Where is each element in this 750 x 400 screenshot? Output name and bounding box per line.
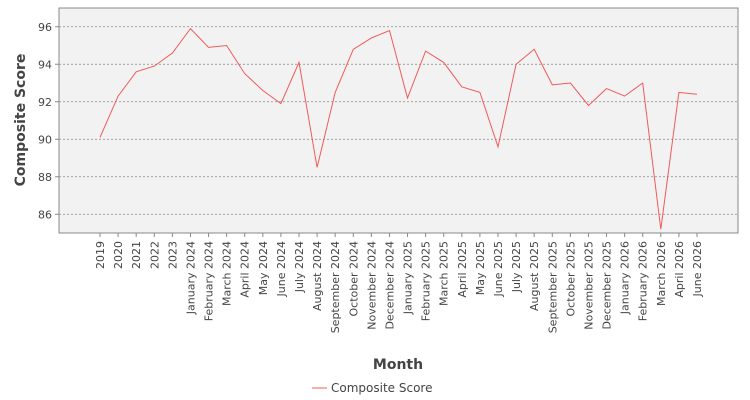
data-point	[135, 70, 138, 73]
data-point	[497, 145, 500, 148]
data-point	[171, 52, 174, 55]
x-tick-label: March 2024	[221, 241, 234, 306]
data-point	[153, 65, 156, 68]
data-point	[442, 61, 445, 64]
data-point	[117, 95, 120, 98]
x-tick-label: February 2026	[637, 241, 650, 321]
data-point	[659, 228, 662, 231]
x-tick-label: July 2025	[510, 241, 523, 293]
x-tick-label: 2019	[94, 241, 107, 269]
data-point	[189, 27, 192, 30]
x-tick-label: December 2025	[601, 241, 614, 330]
x-tick-label: January 2024	[184, 241, 197, 315]
x-tick-label: December 2024	[383, 241, 396, 330]
y-tick-label: 88	[38, 171, 52, 184]
legend-label: Composite Score	[331, 381, 432, 395]
x-tick-label: April 2025	[456, 241, 469, 298]
data-point	[99, 136, 102, 139]
x-tick-label: 2022	[148, 241, 161, 269]
data-point	[334, 91, 337, 94]
data-point	[641, 82, 644, 85]
x-tick-label: 2021	[130, 241, 143, 269]
y-axis-ticks: 86 88 90 92 94 96	[38, 21, 59, 221]
data-point	[261, 89, 264, 92]
data-point	[424, 50, 427, 53]
x-axis-title: Month	[373, 357, 423, 373]
x-tick-label: January 2025	[402, 241, 415, 315]
y-tick-label: 96	[38, 21, 52, 34]
x-tick-label: February 2025	[420, 241, 433, 321]
x-tick-label: August 2024	[311, 241, 324, 311]
data-point	[406, 97, 409, 100]
x-tick-label: May 2024	[257, 241, 270, 295]
data-point	[207, 46, 210, 49]
x-tick-label: March 2025	[438, 241, 451, 306]
data-point	[533, 48, 536, 51]
x-tick-label: July 2024	[293, 241, 306, 293]
data-point	[515, 63, 518, 66]
data-point	[298, 61, 301, 64]
x-tick-label: August 2025	[528, 241, 541, 311]
data-point	[551, 83, 554, 86]
data-point	[279, 102, 282, 105]
x-tick-label: September 2025	[546, 241, 559, 333]
series-layer	[99, 27, 699, 231]
data-point	[225, 44, 228, 47]
x-tick-label: 2020	[112, 241, 125, 269]
y-tick-label: 92	[38, 96, 52, 109]
data-point	[316, 166, 319, 169]
x-axis-ticks: 2019 2020 2021 2022 2023 January 2024 February…	[94, 233, 704, 333]
data-point	[696, 93, 699, 96]
x-tick-label: October 2025	[564, 241, 577, 317]
x-tick-label: October 2024	[347, 241, 360, 317]
data-point	[569, 82, 572, 85]
data-point	[370, 37, 373, 40]
y-tick-label: 86	[38, 208, 52, 221]
x-tick-label: April 2024	[239, 241, 252, 298]
y-tick-label: 94	[38, 58, 52, 71]
grid-lines	[59, 26, 738, 215]
data-point	[243, 72, 246, 75]
data-point	[460, 85, 463, 88]
series-line-0	[99, 27, 698, 230]
x-tick-label: May 2025	[474, 241, 487, 295]
data-point	[623, 95, 626, 98]
x-tick-label: 2023	[166, 241, 179, 269]
data-point	[677, 91, 680, 94]
legend: Composite Score	[312, 381, 432, 395]
plot-background	[58, 7, 739, 234]
data-point	[605, 87, 608, 90]
data-point	[587, 104, 590, 107]
x-tick-label: November 2025	[582, 241, 595, 330]
x-tick-label: January 2026	[619, 241, 632, 315]
x-tick-label: February 2024	[203, 241, 216, 321]
y-tick-label: 90	[38, 133, 52, 146]
data-point	[352, 48, 355, 51]
data-point	[388, 29, 391, 32]
data-point	[478, 91, 481, 94]
x-tick-label: September 2024	[329, 241, 342, 333]
x-tick-label: June 2026	[691, 241, 704, 297]
y-axis-title: Composite Score	[13, 54, 29, 187]
x-tick-label: March 2026	[655, 241, 668, 306]
x-tick-label: June 2024	[275, 241, 288, 297]
x-tick-label: April 2026	[673, 241, 686, 298]
x-tick-label: June 2025	[492, 241, 505, 297]
x-tick-label: November 2024	[365, 241, 378, 330]
